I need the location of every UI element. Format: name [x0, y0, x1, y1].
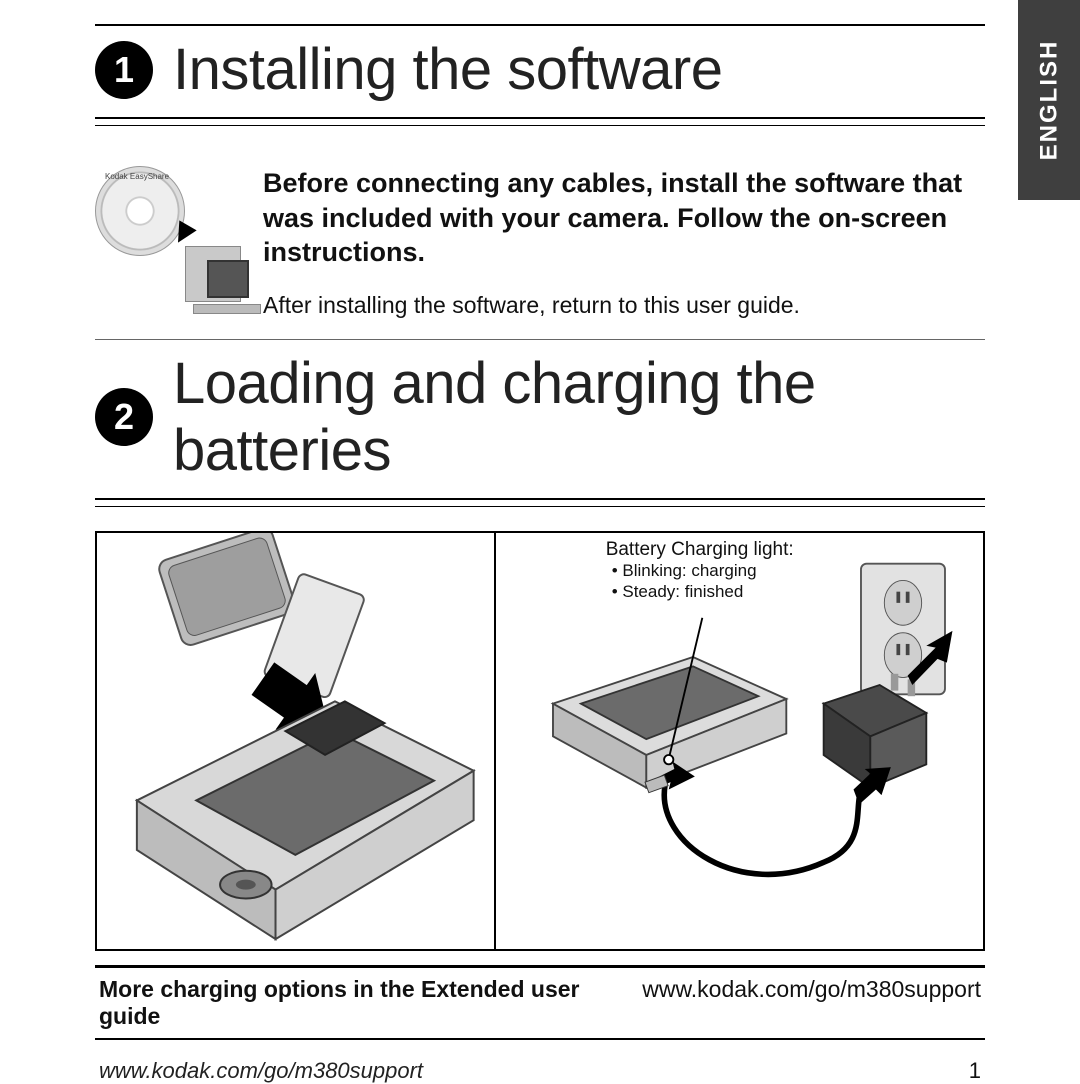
- section-1-title: Installing the software: [173, 36, 722, 103]
- rule: [95, 506, 985, 507]
- section-1-badge: 1: [95, 41, 153, 99]
- install-row: Kodak EasyShare Before connecting any ca…: [95, 126, 985, 339]
- install-lead: Before connecting any cables, install th…: [263, 166, 985, 270]
- rule: [95, 117, 985, 119]
- footer-url: www.kodak.com/go/m380support: [642, 976, 981, 1003]
- page: ENGLISH 1 Installing the software Kodak …: [0, 0, 1080, 1080]
- diagram-row: Battery Charging light: • Blinking: char…: [95, 531, 985, 951]
- charging-bullet-1: • Blinking: charging: [606, 561, 794, 581]
- section-2-title: Loading and charging the batteries: [173, 350, 985, 484]
- footer-bar: More charging options in the Extended us…: [95, 965, 985, 1040]
- computer-base-icon: [193, 304, 261, 314]
- cd-label: Kodak EasyShare: [105, 172, 169, 181]
- section-1-header: 1 Installing the software: [95, 26, 985, 117]
- camera-battery-illustration: [97, 533, 494, 949]
- charging-caption: Battery Charging light: • Blinking: char…: [606, 539, 794, 603]
- section-2-badge: 2: [95, 388, 153, 446]
- battery-load-diagram: [97, 533, 496, 949]
- charging-caption-title: Battery Charging light:: [606, 539, 794, 562]
- cd-to-computer-icon: Kodak EasyShare: [95, 166, 235, 316]
- install-text: Before connecting any cables, install th…: [263, 166, 985, 319]
- rule: [95, 498, 985, 500]
- charging-illustration: [510, 545, 969, 937]
- footer-line: www.kodak.com/go/m380support 1: [95, 1040, 985, 1084]
- section-2-header: 2 Loading and charging the batteries: [95, 340, 985, 498]
- language-tab: ENGLISH: [1018, 0, 1080, 200]
- footer-bold: More charging options in the Extended us…: [99, 976, 628, 1030]
- language-tab-label: ENGLISH: [1035, 40, 1063, 161]
- charging-bullet-2: • Steady: finished: [606, 582, 794, 602]
- charging-diagram: Battery Charging light: • Blinking: char…: [496, 533, 983, 949]
- content-area: 1 Installing the software Kodak EasyShar…: [0, 0, 1080, 1084]
- install-sub: After installing the software, return to…: [263, 292, 985, 319]
- computer-monitor-icon: [207, 260, 249, 298]
